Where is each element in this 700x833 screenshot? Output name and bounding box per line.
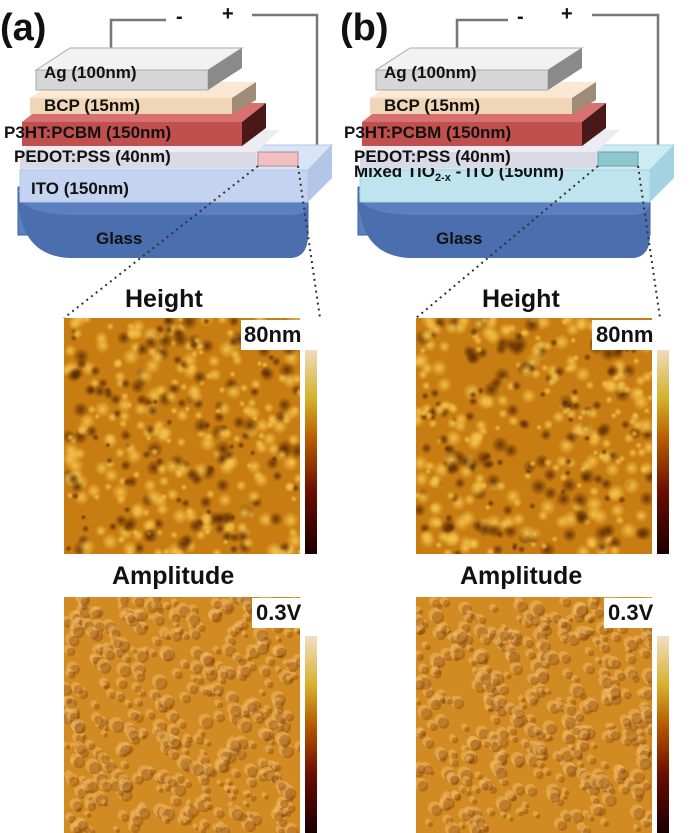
panel-a-minus-terminal: - <box>176 6 183 28</box>
panel-b-p3ht-label: P3HT:PCBM (150nm) <box>344 123 511 142</box>
panel-a-zoom-lines <box>63 165 321 319</box>
panel-a-amplitude-scale-label: 0.3V <box>256 600 302 625</box>
panel-a-label: (a) <box>0 7 46 49</box>
panel-b-ag-label: Ag (100nm) <box>384 63 477 82</box>
panel-a-height-title: Height <box>125 285 203 313</box>
panel-b-minus-terminal: - <box>517 6 524 28</box>
panel-a-ag-label: Ag (100nm) <box>44 63 137 82</box>
panel-b-height-title: Height <box>482 285 560 313</box>
panel-b-ito-spot <box>597 151 639 167</box>
panel-b-amplitude-scale-label: 0.3V <box>608 600 654 625</box>
panel-b-amplitude-afm-image <box>416 597 652 833</box>
panel-a-ito-label: ITO (150nm) <box>31 179 129 198</box>
panel-b-ag-layer: Ag (100nm) <box>374 47 584 91</box>
panel-a-pedot-label: PEDOT:PSS (40nm) <box>14 147 171 166</box>
panel-b-ito-label-sub: 2-x <box>435 172 452 184</box>
panel-a-plus-terminal: + <box>222 3 234 25</box>
panel-a-height-scale-label: 80nm <box>244 322 301 347</box>
panel-a-ito-spot <box>257 151 299 167</box>
panel-a-height-colorbar <box>305 346 317 554</box>
panel-a-p3ht-label: P3HT:PCBM (150nm) <box>4 123 171 142</box>
panel-b-p3ht-layer: P3HT:PCBM (150nm) <box>344 103 606 146</box>
panel-b-height-scale-label: 80nm <box>596 322 653 347</box>
panel-b-height-colorbar <box>657 346 669 554</box>
panel-a-height-afm-image <box>64 318 300 554</box>
panel-b-glass-label: Glass <box>436 229 482 248</box>
panel-a-amplitude-colorbar <box>305 636 317 833</box>
panel-a-amplitude-title: Amplitude <box>112 562 234 590</box>
panel-a: (a) - + Glass ITO (150nm) PEDOT:P <box>0 3 334 833</box>
panel-b-plus-terminal: + <box>561 3 573 25</box>
panel-a-glass-label: Glass <box>96 229 142 248</box>
panel-b: (b) - + Glass Mixed TiO2-x - ITO (150nm)… <box>340 3 676 833</box>
panel-b-amplitude-title: Amplitude <box>460 562 582 590</box>
panel-b-zoom-lines <box>415 165 661 319</box>
panel-a-ag-layer: Ag (100nm) <box>34 47 244 91</box>
panel-b-amplitude-colorbar <box>657 636 669 833</box>
panel-b-bcp-label: BCP (15nm) <box>384 96 480 115</box>
panel-a-bcp-label: BCP (15nm) <box>44 96 140 115</box>
panel-b-label: (b) <box>340 7 389 49</box>
panel-b-pedot-label: PEDOT:PSS (40nm) <box>354 147 511 166</box>
